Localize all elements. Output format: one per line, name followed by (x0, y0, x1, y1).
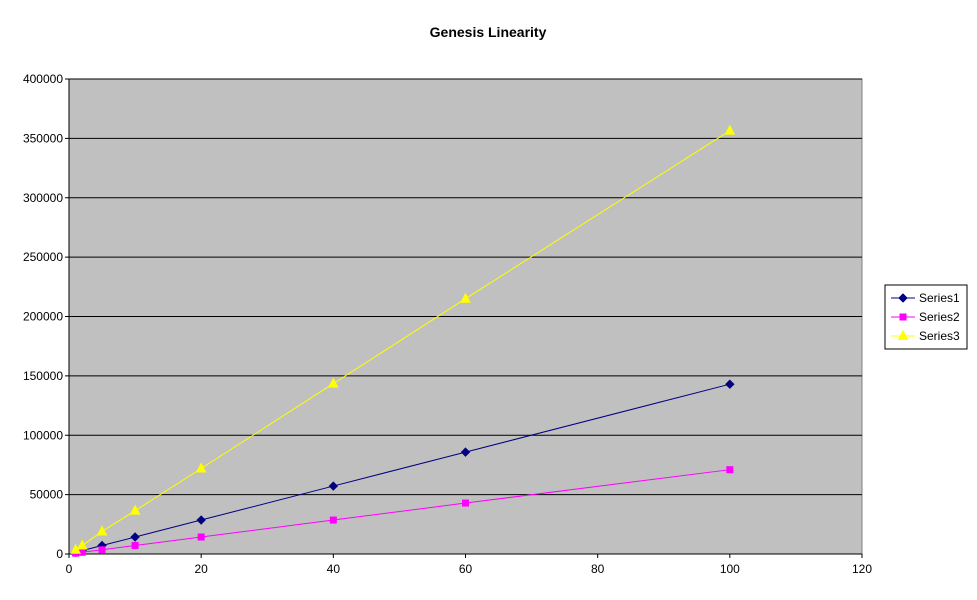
data-point (724, 124, 736, 135)
legend: Series1 Series2 Series3 (884, 284, 968, 350)
data-point (726, 466, 734, 474)
data-point (131, 542, 139, 550)
legend-marker (899, 313, 907, 321)
axes: 0 50000 100000 150000 200000 250000 300000 3500… (23, 72, 872, 576)
data-point (76, 539, 88, 550)
x-tick-label: 120 (852, 562, 872, 576)
gridlines (69, 78, 862, 496)
data-point (462, 499, 469, 507)
legend-marker (897, 329, 909, 340)
data-point (329, 516, 337, 524)
data-point (196, 515, 206, 525)
legend-label: Series2 (919, 310, 960, 324)
y-tick-label: 0 (56, 547, 63, 561)
data-point (96, 525, 108, 536)
y-tick-label: 150000 (23, 369, 63, 383)
y-tick-label: 300000 (23, 191, 63, 205)
data-point (129, 504, 141, 515)
y-tick-label: 200000 (23, 310, 63, 324)
x-tick-label: 100 (720, 562, 740, 576)
data-point (460, 447, 471, 457)
x-tick-label: 40 (327, 562, 341, 576)
data-point (725, 379, 735, 389)
series-3 (70, 124, 736, 554)
legend-marker (898, 293, 908, 303)
data-point (195, 462, 207, 473)
data-point (328, 377, 339, 388)
data-point (328, 481, 339, 491)
data-point (130, 532, 140, 542)
y-tick-label: 100000 (23, 428, 63, 442)
x-tick-label: 60 (459, 562, 473, 576)
series-layer (70, 124, 736, 558)
legend-label: Series3 (919, 329, 960, 343)
data-point (197, 533, 205, 541)
y-tick-label: 50000 (30, 488, 64, 502)
y-tick-label: 350000 (23, 131, 63, 145)
series-line (75, 130, 731, 551)
x-tick-label: 20 (194, 562, 208, 576)
data-point (98, 546, 106, 554)
data-point (460, 292, 471, 303)
legend-label: Series1 (919, 291, 960, 305)
y-tick-label: 400000 (23, 72, 63, 86)
chart-title: Genesis Linearity (430, 24, 547, 40)
x-tick-label: 80 (591, 562, 605, 576)
y-tick-label: 250000 (23, 250, 63, 264)
x-tick-label: 0 (66, 562, 73, 576)
